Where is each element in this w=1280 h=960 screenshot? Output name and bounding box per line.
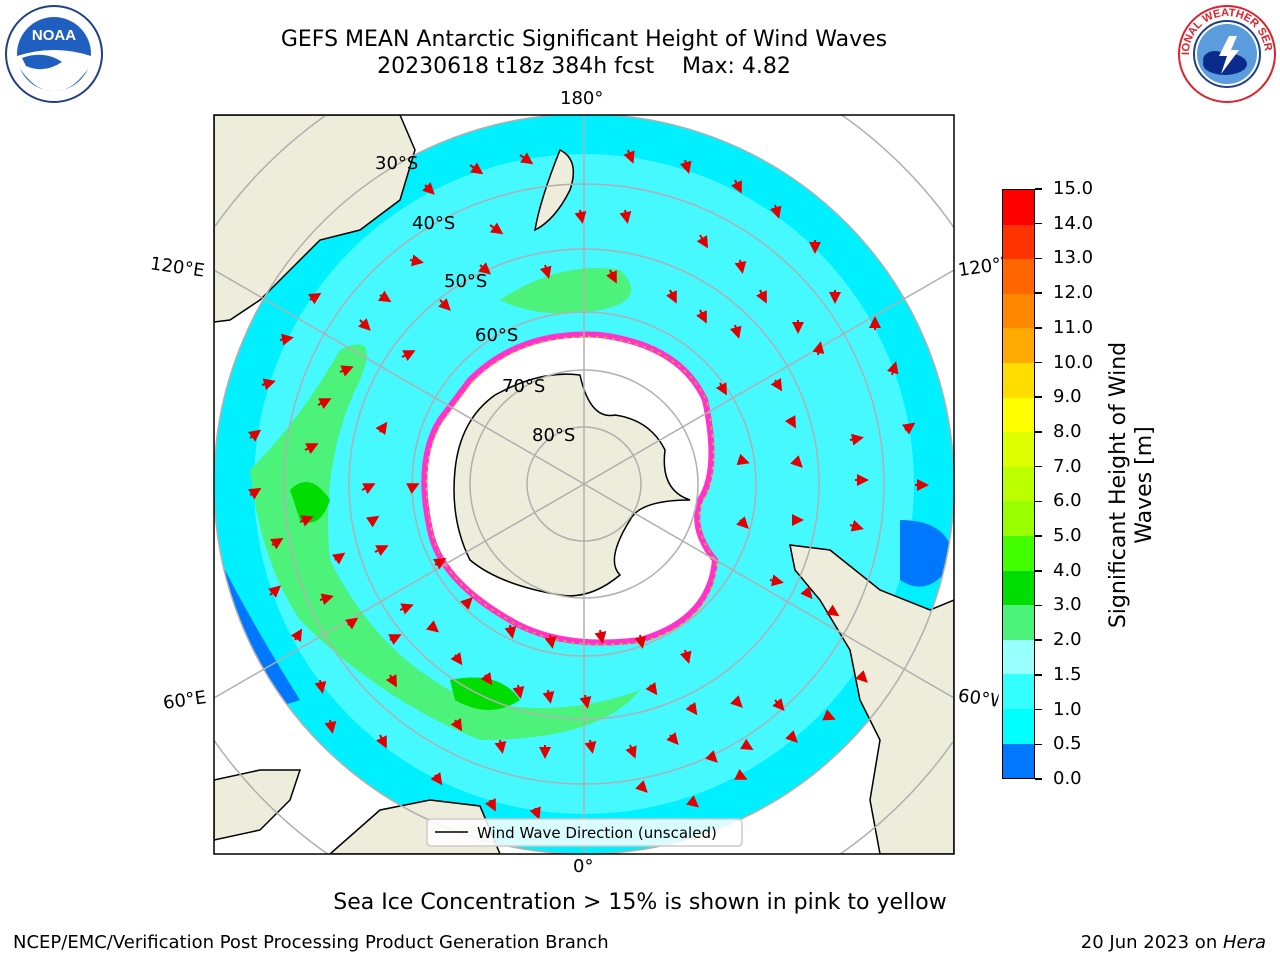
sea-ice-note: Sea Ice Concentration > 15% is shown in … [333, 890, 947, 915]
colorbar-tick-mark [1035, 396, 1042, 398]
colorbar-tick-label: 8.0 [1053, 420, 1082, 442]
wave-direction-arrows [248, 149, 929, 820]
colorbar-tick-label: 9.0 [1053, 386, 1082, 408]
chart-subtitle: 20230618 t18z 384h fcst Max: 4.82 [377, 54, 791, 79]
colorbar-tick-mark [1035, 639, 1042, 641]
colorbar-segment [1003, 570, 1034, 606]
colorbar-segment [1003, 190, 1034, 225]
noaa-text: NOAA [32, 27, 76, 44]
colorbar-segment [1003, 293, 1034, 329]
colorbar-tick-label: 13.0 [1053, 247, 1094, 269]
lat-label-60: 60°S [475, 325, 518, 346]
footer-date: 20 Jun 2023 on Hera [1081, 932, 1266, 953]
lat-label-30: 30°S [375, 153, 418, 174]
lat-label-70: 70°S [502, 376, 545, 397]
colorbar-tick-label: 4.0 [1053, 559, 1082, 581]
colorbar-tick-label: 2.0 [1053, 629, 1082, 651]
colorbar [1002, 189, 1035, 779]
lat-labels: 30°S 40°S 50°S 60°S 70°S 80°S [375, 153, 575, 446]
colorbar-tick-label: 0.0 [1053, 768, 1082, 789]
colorbar-segment [1003, 224, 1034, 260]
colorbar-tick-mark [1035, 292, 1042, 294]
colorbar-segment [1003, 605, 1034, 640]
colorbar-tick-mark [1035, 222, 1042, 225]
colorbar-tick-label: 10.0 [1053, 351, 1094, 373]
colorbar-tick-mark [1035, 188, 1042, 190]
colorbar-tick-label: 7.0 [1053, 455, 1082, 477]
noaa-logo: NOAA [5, 5, 103, 103]
colorbar-tick-label: 12.0 [1053, 282, 1094, 304]
land-madagascar [214, 769, 302, 841]
colorbar-tick-mark [1035, 500, 1042, 503]
colorbar-tick-label: 5.0 [1053, 525, 1082, 547]
colorbar-tick-mark [1035, 570, 1042, 572]
colorbar-tick-mark [1035, 604, 1042, 607]
nws-logo: NATIONAL WEATHER SERVICE [1177, 4, 1276, 103]
colorbar-segment [1003, 362, 1034, 398]
colorbar-tick-mark [1035, 431, 1042, 433]
band-wave-3m [250, 344, 640, 740]
colorbar-segment [1003, 259, 1034, 294]
footer-date-text: 20 Jun 2023 on [1080, 932, 1223, 953]
colorbar-segment [1003, 743, 1034, 779]
colorbar-tick-mark [1035, 257, 1042, 260]
map-frame [213, 114, 955, 855]
colorbar-tick-label: 6.0 [1053, 490, 1082, 512]
lat-label-80: 80°S [532, 425, 575, 446]
legend: Wind Wave Direction (unscaled) [426, 818, 743, 847]
legend-label: Wind Wave Direction (unscaled) [477, 824, 717, 842]
colorbar-segment [1003, 466, 1034, 502]
colorbar-segment [1003, 535, 1034, 571]
colorbar-segment [1003, 674, 1034, 709]
colorbar-tick-label: 14.0 [1053, 212, 1094, 234]
colorbar-segment [1003, 501, 1034, 536]
colorbar-tick-label: 1.0 [1053, 698, 1082, 720]
colorbar-tick-mark [1035, 674, 1042, 676]
colorbar-segment [1003, 432, 1034, 467]
chart-title: GEFS MEAN Antarctic Significant Height o… [280, 27, 888, 52]
colorbar-tick-mark [1035, 465, 1042, 468]
colorbar-segment [1003, 328, 1034, 363]
colorbar-segment [1003, 708, 1034, 744]
lon-label-180: 180° [560, 88, 604, 109]
colorbar-segment [1003, 639, 1034, 675]
graticule [214, 115, 954, 854]
colorbar-tick-label: 1.5 [1053, 663, 1082, 685]
colorbar-tick-mark [1035, 778, 1042, 780]
colorbar-tick-mark [1035, 327, 1042, 329]
footer-branch: NCEP/EMC/Verification Post Processing Pr… [13, 932, 609, 953]
colorbar-tick-mark [1035, 361, 1042, 364]
colorbar-tick-label: 3.0 [1053, 594, 1082, 616]
colorbar-title: Significant Height of Wind Waves [m] [1106, 341, 1157, 629]
lon-label-0: 0° [573, 856, 594, 877]
lat-label-40: 40°S [412, 213, 455, 234]
land-new-zealand [534, 148, 575, 232]
colorbar-segment [1003, 397, 1034, 433]
land-antarctica [453, 373, 691, 597]
colorbar-tick-mark [1035, 743, 1042, 746]
lat-label-50: 50°S [444, 271, 487, 292]
colorbar-tick-mark [1035, 535, 1042, 537]
colorbar-tick-mark [1035, 708, 1042, 711]
colorbar-tick-label: 0.5 [1053, 733, 1082, 755]
footer-host: Hera [1222, 932, 1266, 953]
colorbar-tick-label: 11.0 [1053, 316, 1094, 338]
colorbar-tick-label: 15.0 [1053, 178, 1094, 199]
